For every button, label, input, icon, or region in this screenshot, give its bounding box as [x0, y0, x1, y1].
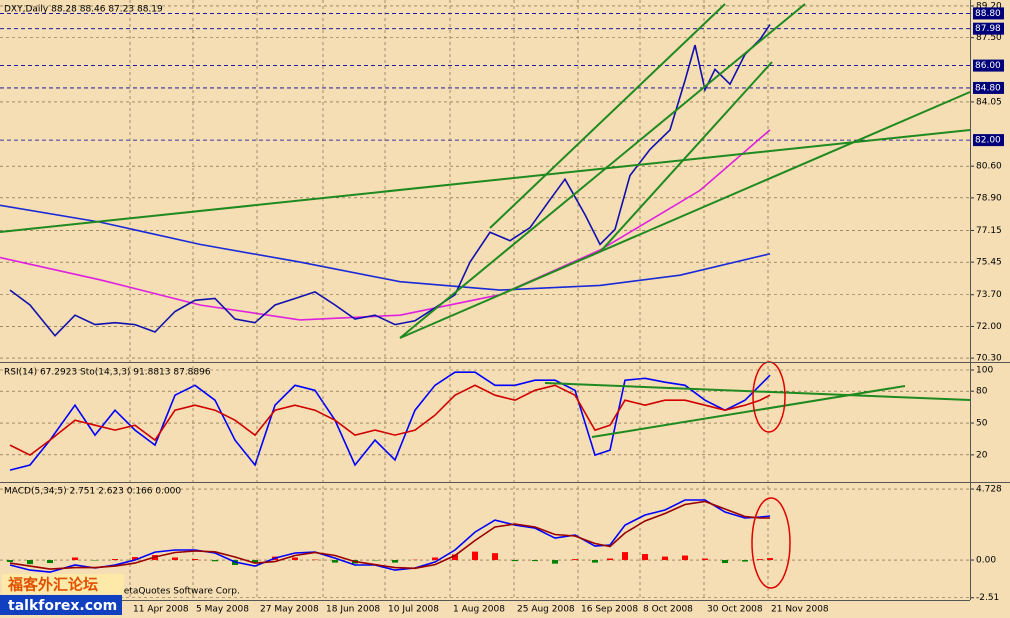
- histogram-bar: [452, 554, 458, 561]
- watermark: 福客外汇论坛 talkforex.com: [0, 574, 124, 615]
- trendline: [544, 382, 971, 401]
- series-line: [9, 384, 771, 457]
- histogram-bar: [742, 560, 748, 562]
- macd-header: MACD(5,34,5) 2.751 2.623 0.166 0.000: [4, 487, 181, 497]
- x-tick-label: 8 Oct 2008: [643, 605, 693, 615]
- trendline: [489, 3, 726, 229]
- y-tick-label: 20: [976, 450, 988, 460]
- copyright: MetaQuotes Software Corp.: [116, 587, 240, 597]
- series-line: [0, 129, 771, 321]
- y-tick-label: 78.90: [976, 193, 1002, 203]
- y-tick-label: 72.00: [976, 322, 1002, 332]
- level-label-box: [973, 59, 1004, 72]
- price-header: DXY,Daily 88.28 88.46 87.23 88.19: [4, 5, 163, 15]
- histogram-bar: [662, 556, 668, 561]
- highlight-circle: [751, 497, 791, 589]
- series-line: [0, 204, 771, 291]
- series-line: [9, 24, 771, 337]
- level-label: 88.80: [975, 9, 1001, 19]
- histogram-bar: [172, 557, 178, 561]
- histogram-bar: [332, 560, 338, 563]
- trendline: [399, 91, 971, 339]
- level-label-box: [973, 22, 1004, 35]
- level-label-box: [973, 134, 1004, 147]
- histogram-bar: [607, 558, 613, 561]
- watermark-site: talkforex.com: [8, 598, 117, 614]
- level-label-box: [973, 81, 1004, 94]
- y-tick-label: 80: [976, 387, 988, 397]
- x-tick-label: 25 Aug 2008: [517, 605, 575, 615]
- watermark-bg: [0, 595, 122, 615]
- level-label: 87.98: [975, 24, 1001, 34]
- x-tick-label: 16 Sep 2008: [581, 605, 638, 615]
- histogram-bar: [572, 559, 578, 561]
- histogram-bar: [212, 560, 218, 562]
- histogram-bar: [532, 560, 538, 562]
- y-tick-label: 50: [976, 419, 988, 429]
- histogram-bar: [622, 552, 628, 561]
- histogram-bar: [132, 557, 138, 561]
- x-tick-label: 27 May 2008: [260, 605, 319, 615]
- y-tick-label: 77.15: [976, 226, 1002, 236]
- x-tick-label: 21 Nov 2008: [771, 605, 829, 615]
- rsi-header: RSI(14) 67.2923 Sto(14,3,3) 91.8813 87.8…: [4, 368, 211, 378]
- histogram-bar: [642, 554, 648, 561]
- y-tick-label: 80.60: [976, 162, 1002, 172]
- y-tick-label: -2.51: [976, 593, 999, 603]
- histogram-bar: [252, 560, 258, 564]
- histogram-bar: [702, 558, 708, 561]
- histogram-bar: [392, 560, 398, 563]
- series-line: [9, 500, 770, 570]
- histogram-bar: [757, 559, 763, 561]
- histogram-bar: [512, 560, 518, 562]
- histogram-bar: [722, 560, 728, 564]
- histogram-bar: [72, 557, 78, 561]
- watermark-forum: 福客外汇论坛: [7, 576, 98, 594]
- histogram-bar: [432, 557, 438, 561]
- y-tick-label: 84.05: [976, 97, 1002, 107]
- level-label: 82.00: [975, 136, 1001, 146]
- histogram-bar: [192, 558, 198, 561]
- x-tick-label: 11 Apr 2008: [133, 605, 189, 615]
- histogram-bar: [472, 551, 478, 561]
- series-line: [9, 371, 771, 471]
- y-tick-label: 0.00: [976, 556, 996, 566]
- watermark-bg: [2, 574, 124, 594]
- histogram-bar: [112, 558, 118, 561]
- y-tick-label: 73.70: [976, 290, 1002, 300]
- level-label: 86.00: [975, 61, 1001, 71]
- x-tick-label: 30 Oct 2008: [707, 605, 763, 615]
- histogram-bar: [767, 558, 773, 561]
- histogram-bar: [7, 560, 13, 563]
- y-tick-label: 89.20: [976, 1, 1002, 11]
- level-label-box: [973, 7, 1004, 20]
- series-line: [9, 499, 771, 573]
- trendline: [0, 129, 971, 233]
- histogram-bar: [292, 557, 298, 561]
- histogram-bar: [492, 553, 498, 561]
- y-tick-label: 75.45: [976, 258, 1002, 268]
- x-tick-label: 5 May 2008: [196, 605, 249, 615]
- y-tick-label: 100: [976, 366, 993, 376]
- x-tick-label: 1 Aug 2008: [453, 605, 505, 615]
- histogram-bar: [592, 560, 598, 563]
- trendline: [399, 3, 806, 339]
- trendlines: [0, 3, 971, 438]
- histogram-bar: [552, 560, 558, 564]
- x-tick-label: 10 Jul 2008: [388, 605, 439, 615]
- histogram-bar: [682, 555, 688, 561]
- level-label: 84.80: [975, 83, 1001, 93]
- x-tick-label: 18 Jun 2008: [326, 605, 380, 615]
- histogram-bar: [27, 560, 33, 565]
- y-tick-label: 4.728: [976, 485, 1002, 495]
- trendline: [599, 61, 773, 253]
- y-tick-label: 87.50: [976, 33, 1002, 43]
- histogram-bar: [47, 560, 53, 564]
- y-tick-label: 70.30: [976, 354, 1002, 364]
